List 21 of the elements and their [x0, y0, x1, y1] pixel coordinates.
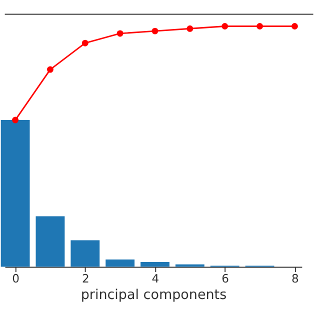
bar: [175, 264, 204, 267]
point: [186, 25, 194, 32]
point: [12, 116, 19, 124]
bar: [36, 216, 65, 267]
point: [116, 30, 124, 37]
point: [46, 66, 54, 73]
point: [256, 23, 264, 30]
point: [291, 23, 298, 30]
point: [152, 28, 158, 34]
x-axis-title: principal components: [80, 287, 227, 304]
bar: [70, 240, 100, 267]
x-tick-label: 6: [222, 272, 230, 286]
point: [222, 23, 228, 30]
point: [82, 40, 88, 46]
x-tick-label: 2: [82, 272, 90, 286]
bar: [106, 260, 135, 267]
bar: [0, 120, 30, 267]
x-tick-label: 4: [152, 272, 160, 286]
x-tick-label: 0: [12, 272, 20, 286]
x-tick-label: 8: [292, 272, 299, 286]
bar: [140, 262, 170, 267]
